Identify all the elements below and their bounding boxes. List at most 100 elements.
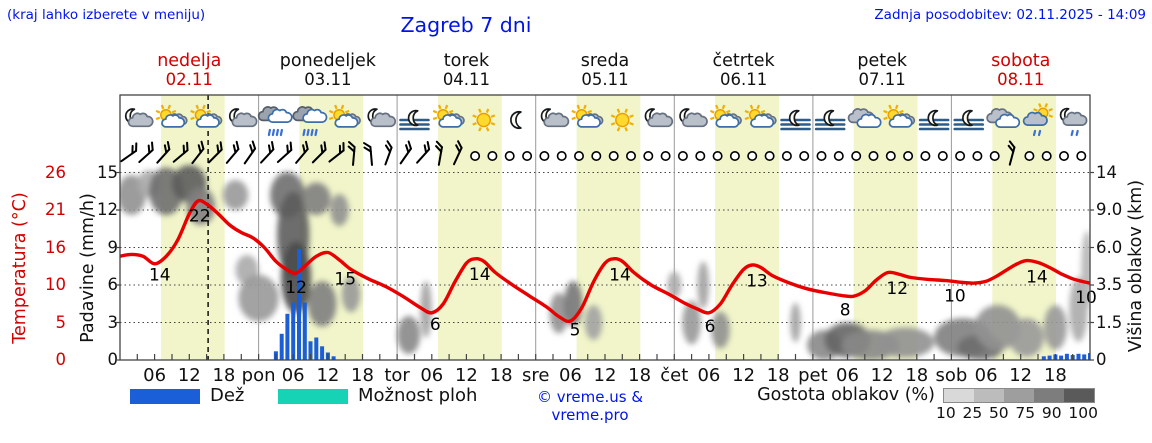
svg-text:12: 12 bbox=[316, 365, 339, 386]
calm-wind-icon bbox=[833, 151, 844, 162]
cloud-density-scale-tick: 50 bbox=[988, 404, 1009, 422]
weather-icon-moon-cloud bbox=[228, 108, 258, 128]
calm-wind-icon bbox=[487, 151, 498, 162]
day-headers: nedelja 02.11 ponedeljek 03.11 torek 04.11 sre… bbox=[120, 51, 1090, 90]
weather-icon-sun-drizzle bbox=[1022, 103, 1054, 137]
svg-text:06: 06 bbox=[975, 365, 998, 386]
weather-icon-cloud bbox=[847, 108, 882, 128]
rain-legend-label: Dež bbox=[210, 385, 245, 406]
page-title: Zagreb 7 dni bbox=[400, 13, 532, 37]
wind-barb-icon bbox=[435, 140, 443, 166]
svg-text:06: 06 bbox=[282, 365, 305, 386]
weather-icon-moon-fog bbox=[814, 109, 846, 131]
calm-wind-icon bbox=[677, 151, 688, 162]
wind-barb-icon bbox=[120, 142, 138, 163]
day-header-sreda: sreda 05.11 bbox=[536, 51, 675, 90]
svg-text:sre: sre bbox=[522, 365, 549, 386]
calm-wind-icon bbox=[1024, 151, 1035, 162]
weather-icon-moon-cloud bbox=[124, 108, 154, 128]
svg-text:čet: čet bbox=[660, 365, 688, 386]
temperature-axis-ticks: 26 21 16 10 5 0 bbox=[34, 0, 66, 443]
x-axis-labels: 06 12 18 06 12 18 pon 06 12 18 tor 06 12 18 sre 06 12 18 č… bbox=[143, 365, 1067, 386]
calm-wind-icon bbox=[643, 151, 654, 162]
svg-text:10: 10 bbox=[944, 287, 966, 307]
cloud-density-scalebar bbox=[943, 388, 1095, 403]
svg-text:12: 12 bbox=[455, 365, 478, 386]
calm-wind-icon bbox=[1041, 151, 1052, 162]
svg-text:06: 06 bbox=[143, 365, 166, 386]
weather-icon-moon-drizzle bbox=[1059, 107, 1088, 137]
axis-edge-ticks bbox=[116, 171, 1094, 361]
wind-barb-icon bbox=[156, 140, 171, 164]
weather-icon-sun-cloud bbox=[155, 104, 188, 128]
weather-icon-moon-fog bbox=[918, 109, 950, 131]
svg-text:18: 18 bbox=[351, 365, 374, 386]
weather-icon-sun-cloud bbox=[571, 104, 604, 128]
day-name: četrtek bbox=[712, 51, 775, 71]
day-header-torek: torek 04.11 bbox=[397, 51, 536, 90]
cloud-density-scale-segment bbox=[1004, 389, 1034, 402]
calm-wind-icon bbox=[747, 151, 758, 162]
svg-text:18: 18 bbox=[1044, 365, 1067, 386]
day-header-ponedeljek: ponedeljek 03.11 bbox=[259, 51, 398, 90]
cloud-density-scale-segment bbox=[1064, 389, 1094, 402]
weather-icon-moon-cloud bbox=[644, 108, 674, 128]
axis-tick-value: 6 bbox=[107, 275, 119, 294]
axis-tick-value: 15 bbox=[97, 162, 118, 182]
day-name: petek bbox=[857, 51, 907, 71]
svg-text:pet: pet bbox=[798, 365, 828, 386]
axis-tick-value: 1.5 bbox=[1096, 312, 1123, 332]
calm-wind-icon bbox=[816, 151, 827, 162]
day-name: nedelja bbox=[157, 51, 222, 71]
wind-barb-icon bbox=[452, 140, 463, 166]
weather-icon-moon-cloud bbox=[679, 108, 708, 128]
wind-barb-icon bbox=[243, 140, 257, 165]
svg-text:12: 12 bbox=[732, 365, 755, 386]
cloud-density-scale-segment bbox=[1034, 389, 1064, 402]
axis-tick-value: 3 bbox=[107, 312, 119, 332]
svg-text:12: 12 bbox=[871, 365, 894, 386]
calm-wind-icon bbox=[989, 151, 1000, 162]
svg-text:18: 18 bbox=[212, 365, 235, 386]
svg-text:10: 10 bbox=[1075, 288, 1097, 308]
calm-wind-icon bbox=[955, 151, 966, 162]
cloud-density-scale-tick: 100 bbox=[1068, 404, 1098, 422]
svg-text:15: 15 bbox=[334, 270, 356, 290]
day-date: 08.11 bbox=[997, 70, 1045, 90]
copyright-link[interactable]: © vreme.us & vreme.pro bbox=[536, 388, 644, 424]
wind-barb-icon bbox=[225, 140, 240, 164]
svg-text:tor: tor bbox=[384, 365, 410, 386]
calm-wind-icon bbox=[903, 151, 914, 162]
weather-icon-sun-cloud bbox=[883, 104, 916, 128]
calm-wind-icon bbox=[712, 151, 723, 162]
calm-wind-icon bbox=[1076, 151, 1087, 162]
menu-hint: (kraj lahko izberete v meniju) bbox=[7, 7, 206, 23]
wind-barb-icon bbox=[399, 140, 412, 165]
cloud-height-axis-ticks: 14 9.0 6.0 3.5 1.5 0 bbox=[1096, 0, 1138, 443]
svg-text:06: 06 bbox=[559, 365, 582, 386]
calm-wind-icon bbox=[470, 151, 481, 162]
calm-wind-icon bbox=[729, 151, 740, 162]
svg-text:12: 12 bbox=[178, 365, 201, 386]
cloud-density-legend-label: Gostota oblakov (%) bbox=[757, 385, 935, 405]
calm-wind-icon bbox=[539, 151, 550, 162]
axis-tick-value: 9.0 bbox=[1096, 200, 1123, 219]
weather-icon-sun-cloud bbox=[328, 104, 361, 128]
calm-wind-icon bbox=[504, 151, 515, 162]
svg-text:6: 6 bbox=[430, 315, 441, 335]
svg-text:14: 14 bbox=[149, 265, 171, 285]
weather-icon-moon bbox=[510, 110, 522, 130]
weather-icon-rain bbox=[292, 106, 328, 137]
svg-text:6: 6 bbox=[705, 317, 716, 337]
svg-text:06: 06 bbox=[836, 365, 859, 386]
svg-text:18: 18 bbox=[767, 365, 790, 386]
axis-tick-value: 16 bbox=[45, 237, 66, 257]
weather-icon-sun bbox=[610, 108, 634, 132]
calm-wind-icon bbox=[591, 151, 602, 162]
weather-icon-moon-cloud bbox=[540, 108, 570, 128]
day-name: torek bbox=[443, 51, 490, 71]
svg-text:06: 06 bbox=[420, 365, 443, 386]
weather-icon-moon-fog bbox=[780, 109, 811, 131]
